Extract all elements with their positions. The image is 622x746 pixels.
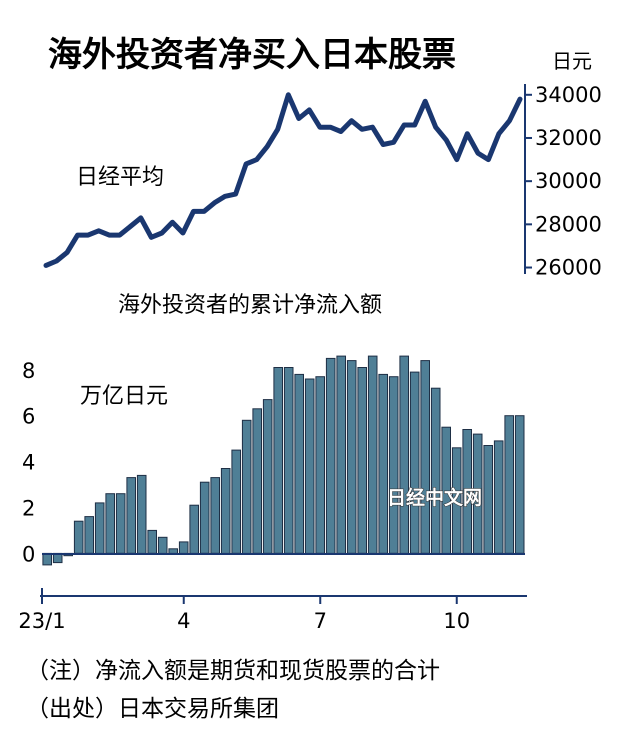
bar-x-tick-label-2: 7 [314, 609, 327, 633]
bar-22 [273, 367, 283, 554]
bar-0 [42, 552, 53, 566]
bar-45 [514, 415, 525, 554]
bar-chart: 海外投资者的累计净流入额 万亿日元 0 2 4 6 8 23/1 4 7 10 日经中文网 [18, 293, 527, 633]
bar-x-tick-label-3: 10 [443, 609, 470, 633]
bar-43 [493, 440, 504, 554]
note-line-1: （注）净流入额是期货和现货股票的合计 [26, 658, 440, 684]
bar-29 [346, 360, 357, 554]
bar-5 [94, 502, 105, 554]
bar-x-ticks: 23/1 4 7 10 [18, 596, 470, 633]
bar-26 [315, 376, 325, 554]
bar-14 [189, 504, 199, 554]
line-y-ticks: 26000 28000 30000 32000 34000 [525, 83, 602, 280]
chart-title: 海外投资者净买入日本股票 [48, 35, 456, 75]
bar-unit: 万亿日元 [80, 384, 168, 409]
bar-36 [420, 360, 430, 554]
bar-7 [115, 493, 126, 554]
bar-18 [231, 449, 241, 554]
bar-33 [388, 376, 399, 554]
bar-31 [367, 355, 378, 554]
bar-3 [73, 520, 84, 554]
bar-x-tick-label-0: 23/1 [18, 609, 65, 633]
bar-4 [84, 516, 95, 554]
bar-10 [147, 529, 157, 554]
bar-32 [378, 373, 388, 554]
bar-42 [483, 445, 493, 554]
line-y-tick-label-1: 28000 [535, 212, 602, 236]
bar-x-tick-label-1: 4 [177, 609, 190, 633]
bar-17 [220, 468, 231, 554]
bar-27 [325, 357, 336, 554]
bar-6 [105, 493, 116, 554]
bar-23 [283, 367, 294, 554]
bar-44 [504, 415, 514, 554]
bar-8 [126, 477, 137, 554]
bar-19 [241, 419, 252, 554]
bar-21 [262, 399, 273, 554]
bar-y-tick-label-4: 8 [22, 359, 35, 383]
line-y-tick-label-4: 34000 [535, 83, 602, 107]
bar-35 [409, 371, 420, 554]
bar-9 [136, 474, 147, 554]
bar-12 [168, 548, 178, 554]
watermark: 日经中文网 [387, 486, 482, 509]
bar-y-tick-label-2: 4 [22, 451, 35, 475]
line-y-tick-label-2: 30000 [535, 169, 602, 193]
bar-24 [294, 373, 304, 554]
line-series-label: 日经平均 [76, 165, 164, 190]
bar-chart-title: 海外投资者的累计净流入额 [118, 293, 382, 318]
bar-y-ticks: 0 2 4 6 8 [22, 359, 35, 567]
bar-28 [336, 355, 346, 554]
bar-16 [210, 477, 220, 554]
line-chart: 日元 日经平均 26000 28000 30000 32000 34000 [43, 49, 602, 280]
bar-y-tick-label-3: 6 [22, 405, 35, 429]
line-y-tick-label-0: 26000 [535, 256, 602, 280]
bar-y-tick-label-1: 2 [22, 496, 35, 520]
bar-series [42, 355, 525, 566]
bar-34 [399, 355, 409, 554]
bar-30 [357, 367, 367, 554]
series-line-nikkei [43, 92, 523, 268]
bar-37 [430, 387, 441, 554]
bar-25 [304, 378, 315, 554]
bar-20 [252, 408, 262, 554]
note-line-2: （出处）日本交易所集团 [26, 696, 279, 722]
bar-13 [178, 541, 189, 554]
bar-y-tick-label-0: 0 [22, 542, 35, 566]
bar-11 [157, 536, 168, 554]
line-y-tick-label-3: 32000 [535, 126, 602, 150]
line-unit: 日元 [552, 49, 592, 73]
bar-15 [199, 481, 210, 554]
